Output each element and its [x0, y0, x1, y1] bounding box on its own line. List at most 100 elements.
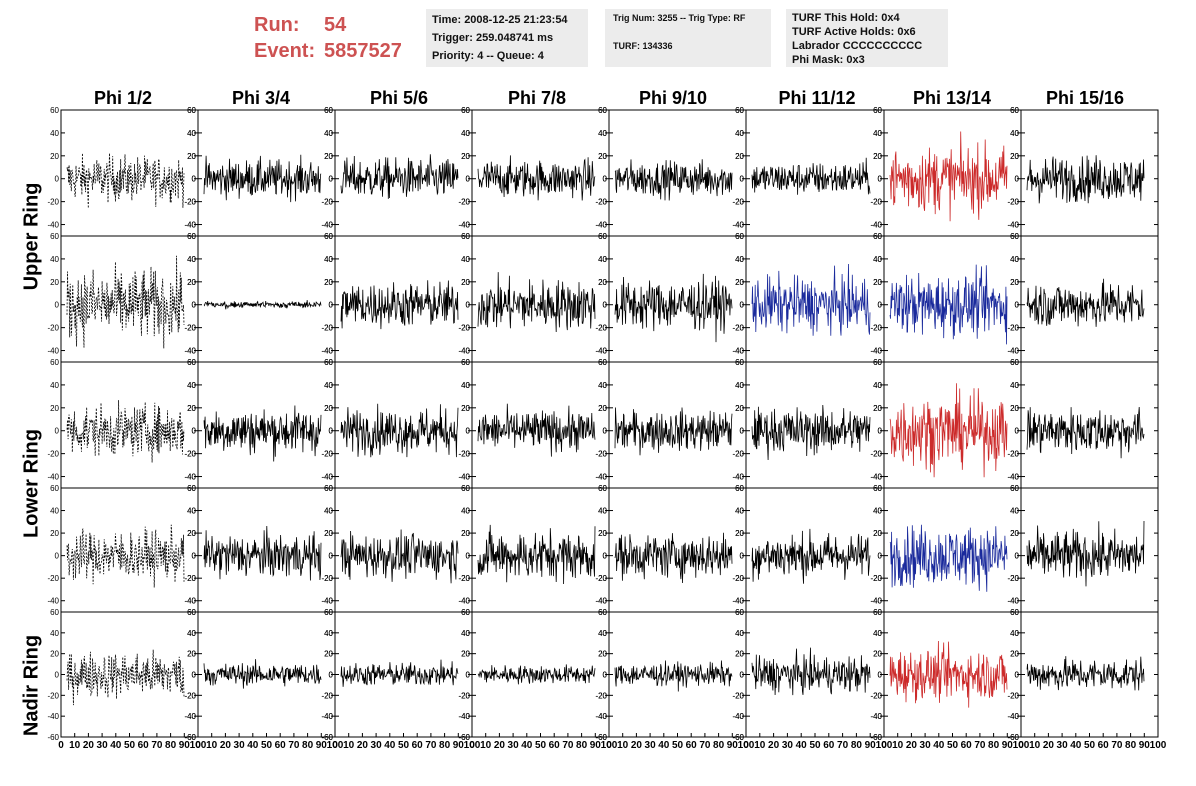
run-event-header: Run: 54 Event: 5857527 — [254, 12, 402, 64]
x-tick-label: 30 — [645, 740, 657, 751]
x-tick-label: 30 — [97, 740, 109, 751]
y-tick-label: 0 — [878, 552, 883, 561]
y-tick-label: 20 — [324, 404, 333, 413]
y-tick-label: -20 — [595, 574, 607, 583]
y-tick-label: 0 — [192, 671, 197, 680]
y-tick-label: 40 — [324, 381, 333, 390]
y-tick-label: 0 — [466, 175, 471, 184]
y-tick-label: 40 — [187, 507, 196, 516]
run-label: Run: — [254, 14, 300, 36]
y-tick-label: 0 — [1015, 301, 1020, 310]
x-tick-label: 50 — [947, 740, 959, 751]
y-tick-label: -40 — [321, 347, 333, 356]
x-tick-label: 40 — [796, 740, 808, 751]
y-tick-label: -20 — [1007, 691, 1019, 700]
y-tick-label: 20 — [735, 404, 744, 413]
x-tick-label: 100 — [327, 740, 344, 751]
x-tick-label: 60 — [823, 740, 835, 751]
y-tick-label: 20 — [598, 529, 607, 538]
x-tick-label: 20 — [631, 740, 643, 751]
waveform-trace — [1026, 656, 1145, 691]
y-tick-label: -40 — [184, 597, 196, 606]
y-tick-label: -20 — [321, 198, 333, 207]
y-tick-label: 20 — [1010, 404, 1019, 413]
y-tick-label: 0 — [55, 552, 60, 561]
y-tick-label: -20 — [184, 691, 196, 700]
y-tick-label: -40 — [595, 473, 607, 482]
y-tick-label: -20 — [732, 450, 744, 459]
y-tick-label: -60 — [732, 733, 744, 742]
y-tick-label: 0 — [878, 671, 883, 680]
y-tick-label: 60 — [1010, 608, 1019, 617]
y-tick-label: 40 — [187, 381, 196, 390]
x-tick-label: 10 — [480, 740, 492, 751]
waveform-trace — [477, 155, 596, 201]
y-tick-label: 0 — [329, 671, 334, 680]
y-tick-label: 0 — [466, 427, 471, 436]
y-tick-label: 20 — [461, 529, 470, 538]
y-tick-label: -40 — [184, 712, 196, 721]
x-tick-label: 30 — [1057, 740, 1069, 751]
y-tick-label: 20 — [187, 404, 196, 413]
y-tick-label: 60 — [735, 358, 744, 367]
y-tick-label: -20 — [870, 691, 882, 700]
y-tick-label: 20 — [1010, 650, 1019, 659]
y-tick-label: -20 — [184, 450, 196, 459]
x-tick-label: 100 — [464, 740, 481, 751]
y-tick-label: 20 — [187, 529, 196, 538]
x-tick-label: 20 — [220, 740, 232, 751]
waveform-panel-r4-c4: 60 60 40 40 20 20 0 0 -20 -20 -40 -40 -60 -60 — [595, 608, 747, 742]
y-tick-label: -20 — [732, 691, 744, 700]
y-tick-label: 40 — [461, 129, 470, 138]
y-tick-label: -40 — [732, 221, 744, 230]
x-tick-label: 80 — [302, 740, 314, 751]
y-tick-label: 60 — [324, 608, 333, 617]
y-tick-label: -40 — [47, 597, 59, 606]
y-tick-label: 60 — [735, 484, 744, 493]
y-tick-label: -20 — [47, 691, 59, 700]
y-tick-label: 60 — [598, 484, 607, 493]
waveform-trace — [751, 404, 871, 461]
y-tick-label: -20 — [184, 574, 196, 583]
x-tick-label: 100 — [601, 740, 618, 751]
y-tick-label: 20 — [187, 152, 196, 161]
y-tick-label: 0 — [740, 175, 745, 184]
y-tick-label: 60 — [735, 232, 744, 241]
y-tick-label: 60 — [873, 106, 882, 115]
y-tick-label: 40 — [50, 629, 59, 638]
y-tick-label: -20 — [184, 324, 196, 333]
y-tick-label: -20 — [184, 198, 196, 207]
y-tick-label: -40 — [732, 597, 744, 606]
y-tick-label: 20 — [50, 404, 59, 413]
waveform-panel-r1-c3: 60 60 40 40 20 20 0 0 -20 -20 -40 -40 — [458, 232, 610, 363]
waveform-panel-r1-c4: 60 60 40 40 20 20 0 0 -20 -20 -40 -40 — [595, 232, 747, 363]
y-tick-label: 40 — [461, 255, 470, 264]
y-tick-label: 60 — [1010, 106, 1019, 115]
y-tick-label: 20 — [735, 650, 744, 659]
x-tick-label: 100 — [190, 740, 207, 751]
x-tick-label: 30 — [234, 740, 246, 751]
y-tick-label: 40 — [735, 507, 744, 516]
y-tick-label: 0 — [1015, 552, 1020, 561]
y-tick-label: 20 — [873, 650, 882, 659]
waveform-trace — [889, 524, 1008, 592]
y-tick-label: -20 — [47, 450, 59, 459]
x-tick-label: 50 — [672, 740, 684, 751]
y-tick-label: 0 — [603, 552, 608, 561]
y-tick-label: -60 — [595, 733, 607, 742]
y-tick-label: 0 — [329, 301, 334, 310]
y-tick-label: -20 — [732, 324, 744, 333]
y-tick-label: 20 — [187, 404, 196, 413]
y-tick-label: 0 — [466, 552, 471, 561]
y-tick-label: 20 — [1010, 529, 1019, 538]
y-tick-label: 0 — [329, 427, 334, 436]
y-tick-label: 60 — [873, 232, 882, 241]
y-tick-label: 60 — [598, 608, 607, 617]
y-tick-label: -60 — [458, 733, 470, 742]
y-tick-label: -40 — [184, 347, 196, 356]
y-tick-label: 20 — [324, 404, 333, 413]
y-tick-label: 60 — [461, 232, 470, 241]
waveform-panel-r3-c1: 60 60 40 40 20 20 0 0 -20 -20 -40 -40 — [184, 484, 336, 613]
y-tick-label: 0 — [878, 175, 883, 184]
waveform-panel-r3-c6: 60 60 40 40 20 20 0 0 -20 -20 -40 -40 — [870, 484, 1022, 613]
